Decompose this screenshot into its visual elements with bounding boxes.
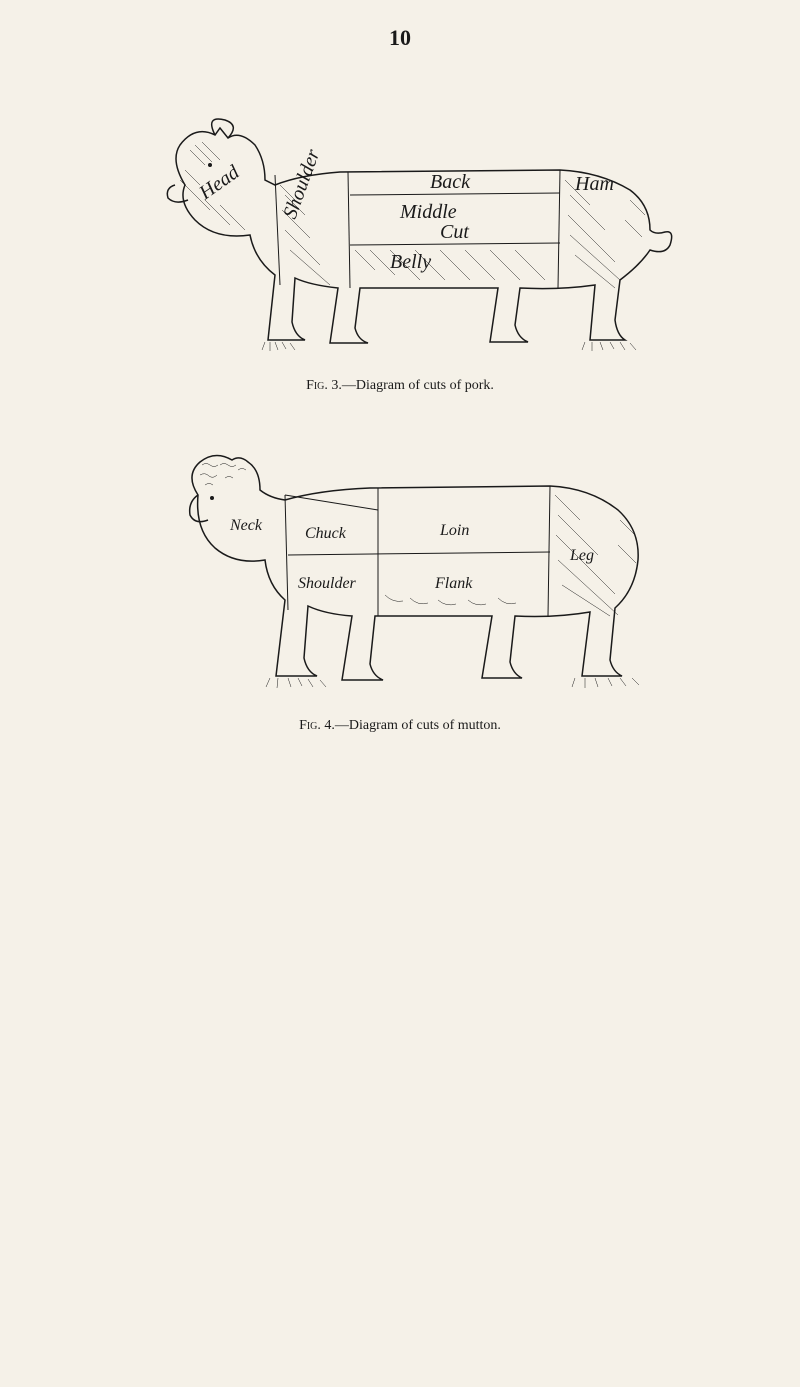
label-loin: Loin (439, 522, 469, 539)
label-shoulder-mutton: Shoulder (298, 575, 357, 592)
label-leg: Leg (569, 547, 594, 564)
label-back: Back (430, 171, 471, 193)
figure-3-pork: Head Shoulder Back Middle Cut Belly Ham … (120, 90, 680, 394)
figure-4-mutton: Neck Chuck Loin Shoulder Flank Leg Fig. … (120, 420, 680, 734)
mutton-diagram: Neck Chuck Loin Shoulder Flank Leg (120, 420, 680, 710)
label-chuck: Chuck (305, 525, 347, 542)
label-neck: Neck (229, 517, 263, 534)
pork-diagram: Head Shoulder Back Middle Cut Belly Ham (120, 90, 680, 370)
label-flank: Flank (434, 575, 473, 592)
fig3-caption-text: —Diagram of cuts of pork. (342, 378, 494, 393)
fig4-caption-text: —Diagram of cuts of mutton. (335, 718, 501, 733)
fig4-caption: Fig. 4.—Diagram of cuts of mutton. (120, 718, 680, 734)
label-ham: Ham (574, 173, 614, 195)
label-belly: Belly (390, 251, 431, 273)
fig3-caption: Fig. 3.—Diagram of cuts of pork. (120, 378, 680, 394)
label-middle: Middle (399, 201, 457, 223)
page-number: 10 (389, 25, 411, 51)
label-shoulder: Shoulder (279, 146, 324, 222)
label-cut: Cut (440, 221, 469, 243)
label-head: Head (194, 161, 244, 205)
fig4-caption-label: Fig. 4. (299, 718, 335, 733)
fig3-caption-label: Fig. 3. (306, 378, 342, 393)
